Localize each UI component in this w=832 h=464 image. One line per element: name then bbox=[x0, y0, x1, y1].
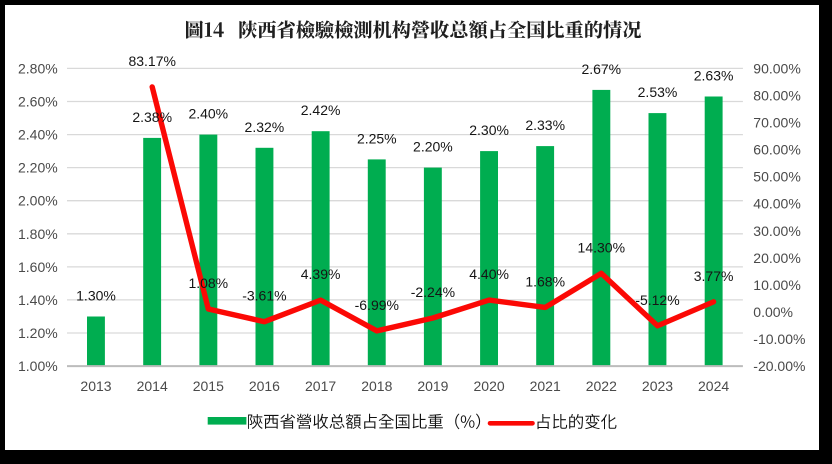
svg-text:3.77%: 3.77% bbox=[694, 268, 734, 284]
svg-text:-20.00%: -20.00% bbox=[753, 358, 805, 374]
svg-text:2.00%: 2.00% bbox=[18, 193, 58, 209]
svg-text:50.00%: 50.00% bbox=[753, 169, 800, 185]
svg-text:2.20%: 2.20% bbox=[413, 139, 453, 155]
svg-text:2015: 2015 bbox=[193, 378, 224, 394]
svg-text:2018: 2018 bbox=[361, 378, 392, 394]
svg-text:70.00%: 70.00% bbox=[753, 115, 800, 131]
svg-text:2.67%: 2.67% bbox=[581, 61, 621, 77]
svg-text:2.25%: 2.25% bbox=[357, 130, 397, 146]
svg-text:1.80%: 1.80% bbox=[18, 226, 58, 242]
svg-text:2.42%: 2.42% bbox=[301, 102, 341, 118]
svg-text:2.53%: 2.53% bbox=[638, 84, 678, 100]
svg-text:1.40%: 1.40% bbox=[18, 292, 58, 308]
svg-text:2.40%: 2.40% bbox=[18, 127, 58, 143]
svg-text:2.80%: 2.80% bbox=[18, 60, 58, 76]
svg-text:1.08%: 1.08% bbox=[188, 275, 228, 291]
svg-text:30.00%: 30.00% bbox=[753, 223, 800, 239]
svg-text:-10.00%: -10.00% bbox=[753, 331, 805, 347]
svg-text:2020: 2020 bbox=[474, 378, 505, 394]
svg-text:2.60%: 2.60% bbox=[18, 94, 58, 110]
svg-text:0.00%: 0.00% bbox=[753, 304, 793, 320]
svg-text:40.00%: 40.00% bbox=[753, 196, 800, 212]
svg-text:2.38%: 2.38% bbox=[132, 109, 172, 125]
svg-text:10.00%: 10.00% bbox=[753, 277, 800, 293]
svg-text:2013: 2013 bbox=[80, 378, 111, 394]
svg-text:90.00%: 90.00% bbox=[753, 60, 800, 76]
svg-text:2.30%: 2.30% bbox=[469, 122, 509, 138]
svg-text:-5.12%: -5.12% bbox=[635, 292, 679, 308]
svg-text:2.63%: 2.63% bbox=[694, 68, 734, 84]
svg-text:1.60%: 1.60% bbox=[18, 259, 58, 275]
svg-text:2023: 2023 bbox=[642, 378, 673, 394]
svg-text:2.40%: 2.40% bbox=[188, 106, 228, 122]
svg-text:60.00%: 60.00% bbox=[753, 142, 800, 158]
svg-text:-2.24%: -2.24% bbox=[411, 284, 455, 300]
svg-text:2017: 2017 bbox=[305, 378, 336, 394]
svg-text:20.00%: 20.00% bbox=[753, 250, 800, 266]
svg-text:1.20%: 1.20% bbox=[18, 325, 58, 341]
svg-text:2.32%: 2.32% bbox=[245, 119, 285, 135]
svg-text:2019: 2019 bbox=[417, 378, 448, 394]
svg-text:83.17%: 83.17% bbox=[128, 53, 175, 69]
svg-text:2022: 2022 bbox=[586, 378, 617, 394]
svg-text:-3.61%: -3.61% bbox=[242, 288, 286, 304]
svg-text:2024: 2024 bbox=[698, 378, 729, 394]
svg-text:-6.99%: -6.99% bbox=[355, 297, 399, 313]
svg-text:80.00%: 80.00% bbox=[753, 88, 800, 104]
svg-text:1.30%: 1.30% bbox=[76, 288, 116, 304]
svg-text:14.30%: 14.30% bbox=[578, 239, 625, 255]
svg-text:1.68%: 1.68% bbox=[525, 273, 565, 289]
svg-text:1.00%: 1.00% bbox=[18, 358, 58, 374]
svg-text:2021: 2021 bbox=[530, 378, 561, 394]
svg-text:2.33%: 2.33% bbox=[525, 117, 565, 133]
svg-text:2.20%: 2.20% bbox=[18, 160, 58, 176]
svg-text:2014: 2014 bbox=[137, 378, 168, 394]
svg-text:4.39%: 4.39% bbox=[301, 266, 341, 282]
svg-text:2016: 2016 bbox=[249, 378, 280, 394]
svg-text:4.40%: 4.40% bbox=[469, 266, 509, 282]
